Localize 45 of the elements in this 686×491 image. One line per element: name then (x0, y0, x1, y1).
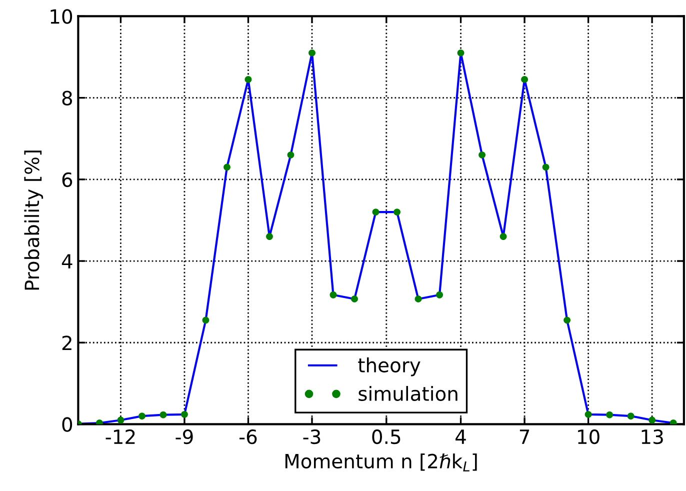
point (117, 416, 124, 424)
x-tick-label: 7 (520, 430, 530, 444)
point (414, 295, 422, 302)
x-tick-label: -12 (106, 429, 135, 444)
point (521, 76, 528, 83)
point (138, 412, 146, 420)
y-axis-title: Probability [%] (24, 150, 44, 290)
point (606, 411, 614, 418)
point (266, 233, 273, 240)
x-tick-label: 4 (456, 430, 466, 444)
point (457, 49, 464, 56)
y-tick-label: 0 (62, 417, 72, 432)
point (224, 164, 230, 171)
point (436, 291, 443, 298)
point (308, 49, 316, 56)
point (244, 76, 252, 83)
y-tick-label: 10 (50, 9, 72, 24)
x-tick-label: 10 (578, 429, 600, 444)
y-tick-label: 6 (62, 172, 72, 188)
point (372, 208, 380, 216)
x-tick-label: -6 (239, 429, 257, 444)
point (287, 151, 294, 158)
y-tick-label: 8 (62, 90, 72, 106)
point (330, 291, 337, 298)
y-tick-label: 2 (62, 336, 72, 350)
point (394, 208, 400, 216)
point (478, 151, 486, 158)
x-axis-title: Momentum n [2ℏk$_{L}$] (285, 453, 477, 472)
legend-label: theory (358, 357, 420, 376)
point (542, 164, 550, 171)
point (351, 295, 358, 302)
point (500, 233, 507, 240)
x-tick-label: 13 (642, 429, 663, 444)
y-tick-label: 4 (62, 254, 72, 268)
point (564, 316, 571, 324)
point (627, 412, 634, 420)
point (584, 410, 592, 418)
point (160, 411, 167, 418)
legend-label: simulation (358, 386, 458, 402)
x-tick-label: -3 (303, 429, 320, 444)
point (181, 410, 188, 418)
point (648, 416, 656, 424)
x-tick-label: -9 (176, 429, 193, 444)
x-tick-label: 0.5 (372, 429, 400, 444)
point (202, 316, 210, 324)
